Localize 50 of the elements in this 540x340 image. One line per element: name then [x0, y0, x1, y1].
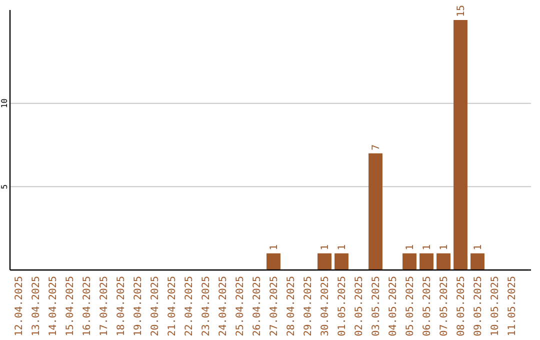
- x-tick-label: 19.04.2025: [133, 276, 144, 336]
- bar: [334, 253, 348, 270]
- x-tick-label: 01.05.2025: [337, 276, 348, 336]
- x-tick-label: 22.04.2025: [184, 276, 195, 336]
- data-label: 1: [320, 244, 331, 250]
- data-label: 1: [269, 244, 280, 250]
- bar: [368, 153, 382, 270]
- bar: [470, 253, 484, 270]
- y-tick-label: 10: [0, 98, 9, 108]
- x-tick-label: 10.05.2025: [490, 276, 501, 336]
- y-tick-label: 5: [0, 184, 9, 190]
- x-tick-label: 30.04.2025: [320, 276, 331, 336]
- x-tick-label: 15.04.2025: [65, 276, 76, 336]
- x-tick-label: 29.04.2025: [303, 276, 314, 336]
- bar: [266, 253, 280, 270]
- bar: [454, 20, 468, 270]
- x-tick-label: 09.05.2025: [473, 276, 484, 336]
- x-tick-label: 04.05.2025: [388, 276, 399, 336]
- x-tick-label: 23.04.2025: [201, 276, 212, 336]
- x-tick-label: 14.04.2025: [48, 276, 59, 336]
- x-tick-label: 11.05.2025: [507, 276, 518, 336]
- x-tick-label: 21.04.2025: [167, 276, 178, 336]
- data-label: 7: [371, 144, 382, 150]
- data-label: 1: [473, 244, 484, 250]
- data-label: 1: [422, 244, 433, 250]
- x-tick-label: 17.04.2025: [99, 276, 110, 336]
- data-label: 1: [337, 244, 348, 250]
- x-tick-label: 18.04.2025: [116, 276, 127, 336]
- bar: [402, 253, 416, 270]
- x-tick-label: 28.04.2025: [286, 276, 297, 336]
- data-label: 1: [405, 244, 416, 250]
- x-tick-label: 12.04.2025: [14, 276, 25, 336]
- x-tick-label: 03.05.2025: [371, 276, 382, 336]
- bar: [318, 253, 332, 270]
- x-tick-label: 26.04.2025: [252, 276, 263, 336]
- x-tick-label: 20.04.2025: [150, 276, 161, 336]
- x-tick-label: 05.05.2025: [405, 276, 416, 336]
- x-tick-label: 06.05.2025: [422, 276, 433, 336]
- x-tick-label: 13.04.2025: [31, 276, 42, 336]
- bar: [436, 253, 450, 270]
- x-tick-label: 24.04.2025: [218, 276, 229, 336]
- x-tick-label: 25.04.2025: [235, 276, 246, 336]
- x-tick-label: 16.04.2025: [82, 276, 93, 336]
- data-label: 1: [439, 244, 450, 250]
- x-tick-label: 07.05.2025: [439, 276, 450, 336]
- data-label: 15: [456, 4, 467, 17]
- x-tick-label: 08.05.2025: [456, 276, 467, 336]
- bar: [420, 253, 434, 270]
- x-tick-label: 27.04.2025: [269, 276, 280, 336]
- x-tick-label: 02.05.2025: [354, 276, 365, 336]
